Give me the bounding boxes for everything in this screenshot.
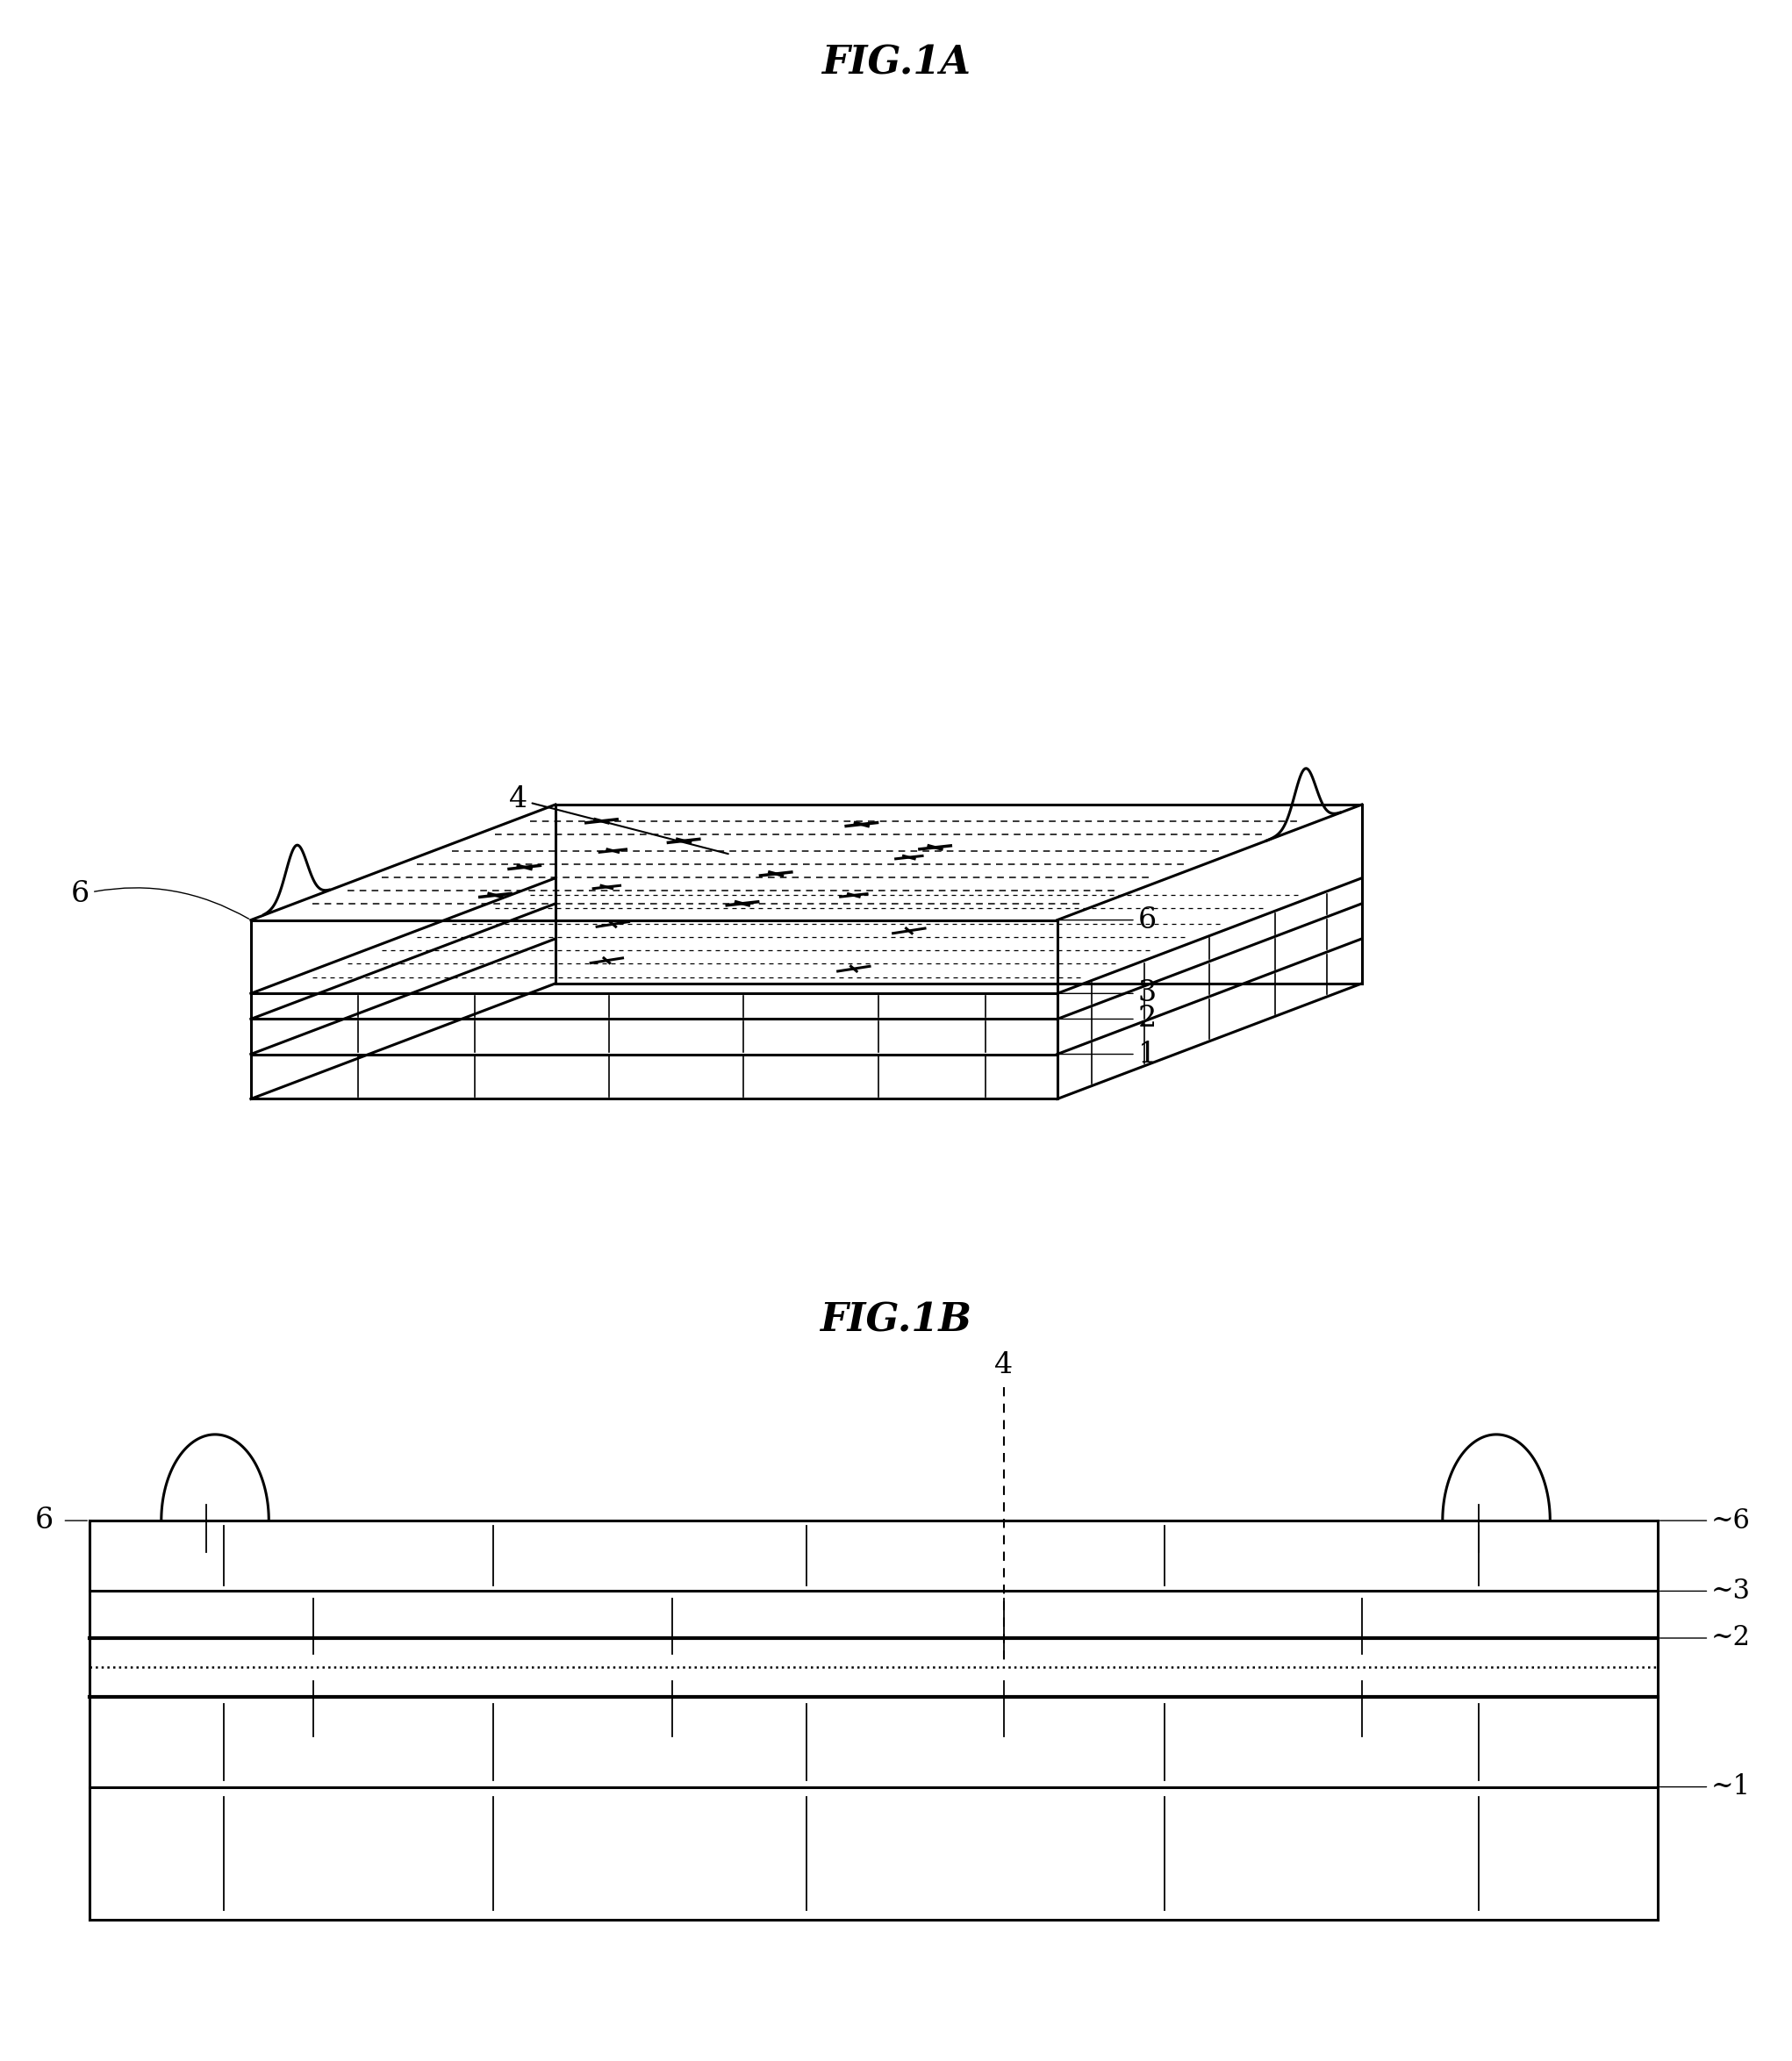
Text: ~6: ~6 xyxy=(1659,1507,1751,1533)
Text: FIG.1B: FIG.1B xyxy=(821,1300,971,1340)
Text: 4: 4 xyxy=(995,1352,1012,1379)
Text: FIG.1A: FIG.1A xyxy=(821,45,971,82)
Text: 1: 1 xyxy=(1059,1041,1156,1068)
Text: 4: 4 xyxy=(509,785,728,853)
Text: ~2: ~2 xyxy=(1659,1624,1751,1651)
Text: ~1: ~1 xyxy=(1659,1772,1751,1801)
Text: 6: 6 xyxy=(1059,907,1156,934)
Text: 6: 6 xyxy=(72,880,249,919)
Text: ~3: ~3 xyxy=(1659,1577,1751,1606)
Text: 6: 6 xyxy=(36,1507,54,1535)
Text: 2: 2 xyxy=(1059,1006,1156,1033)
Text: 3: 3 xyxy=(1059,979,1156,1008)
